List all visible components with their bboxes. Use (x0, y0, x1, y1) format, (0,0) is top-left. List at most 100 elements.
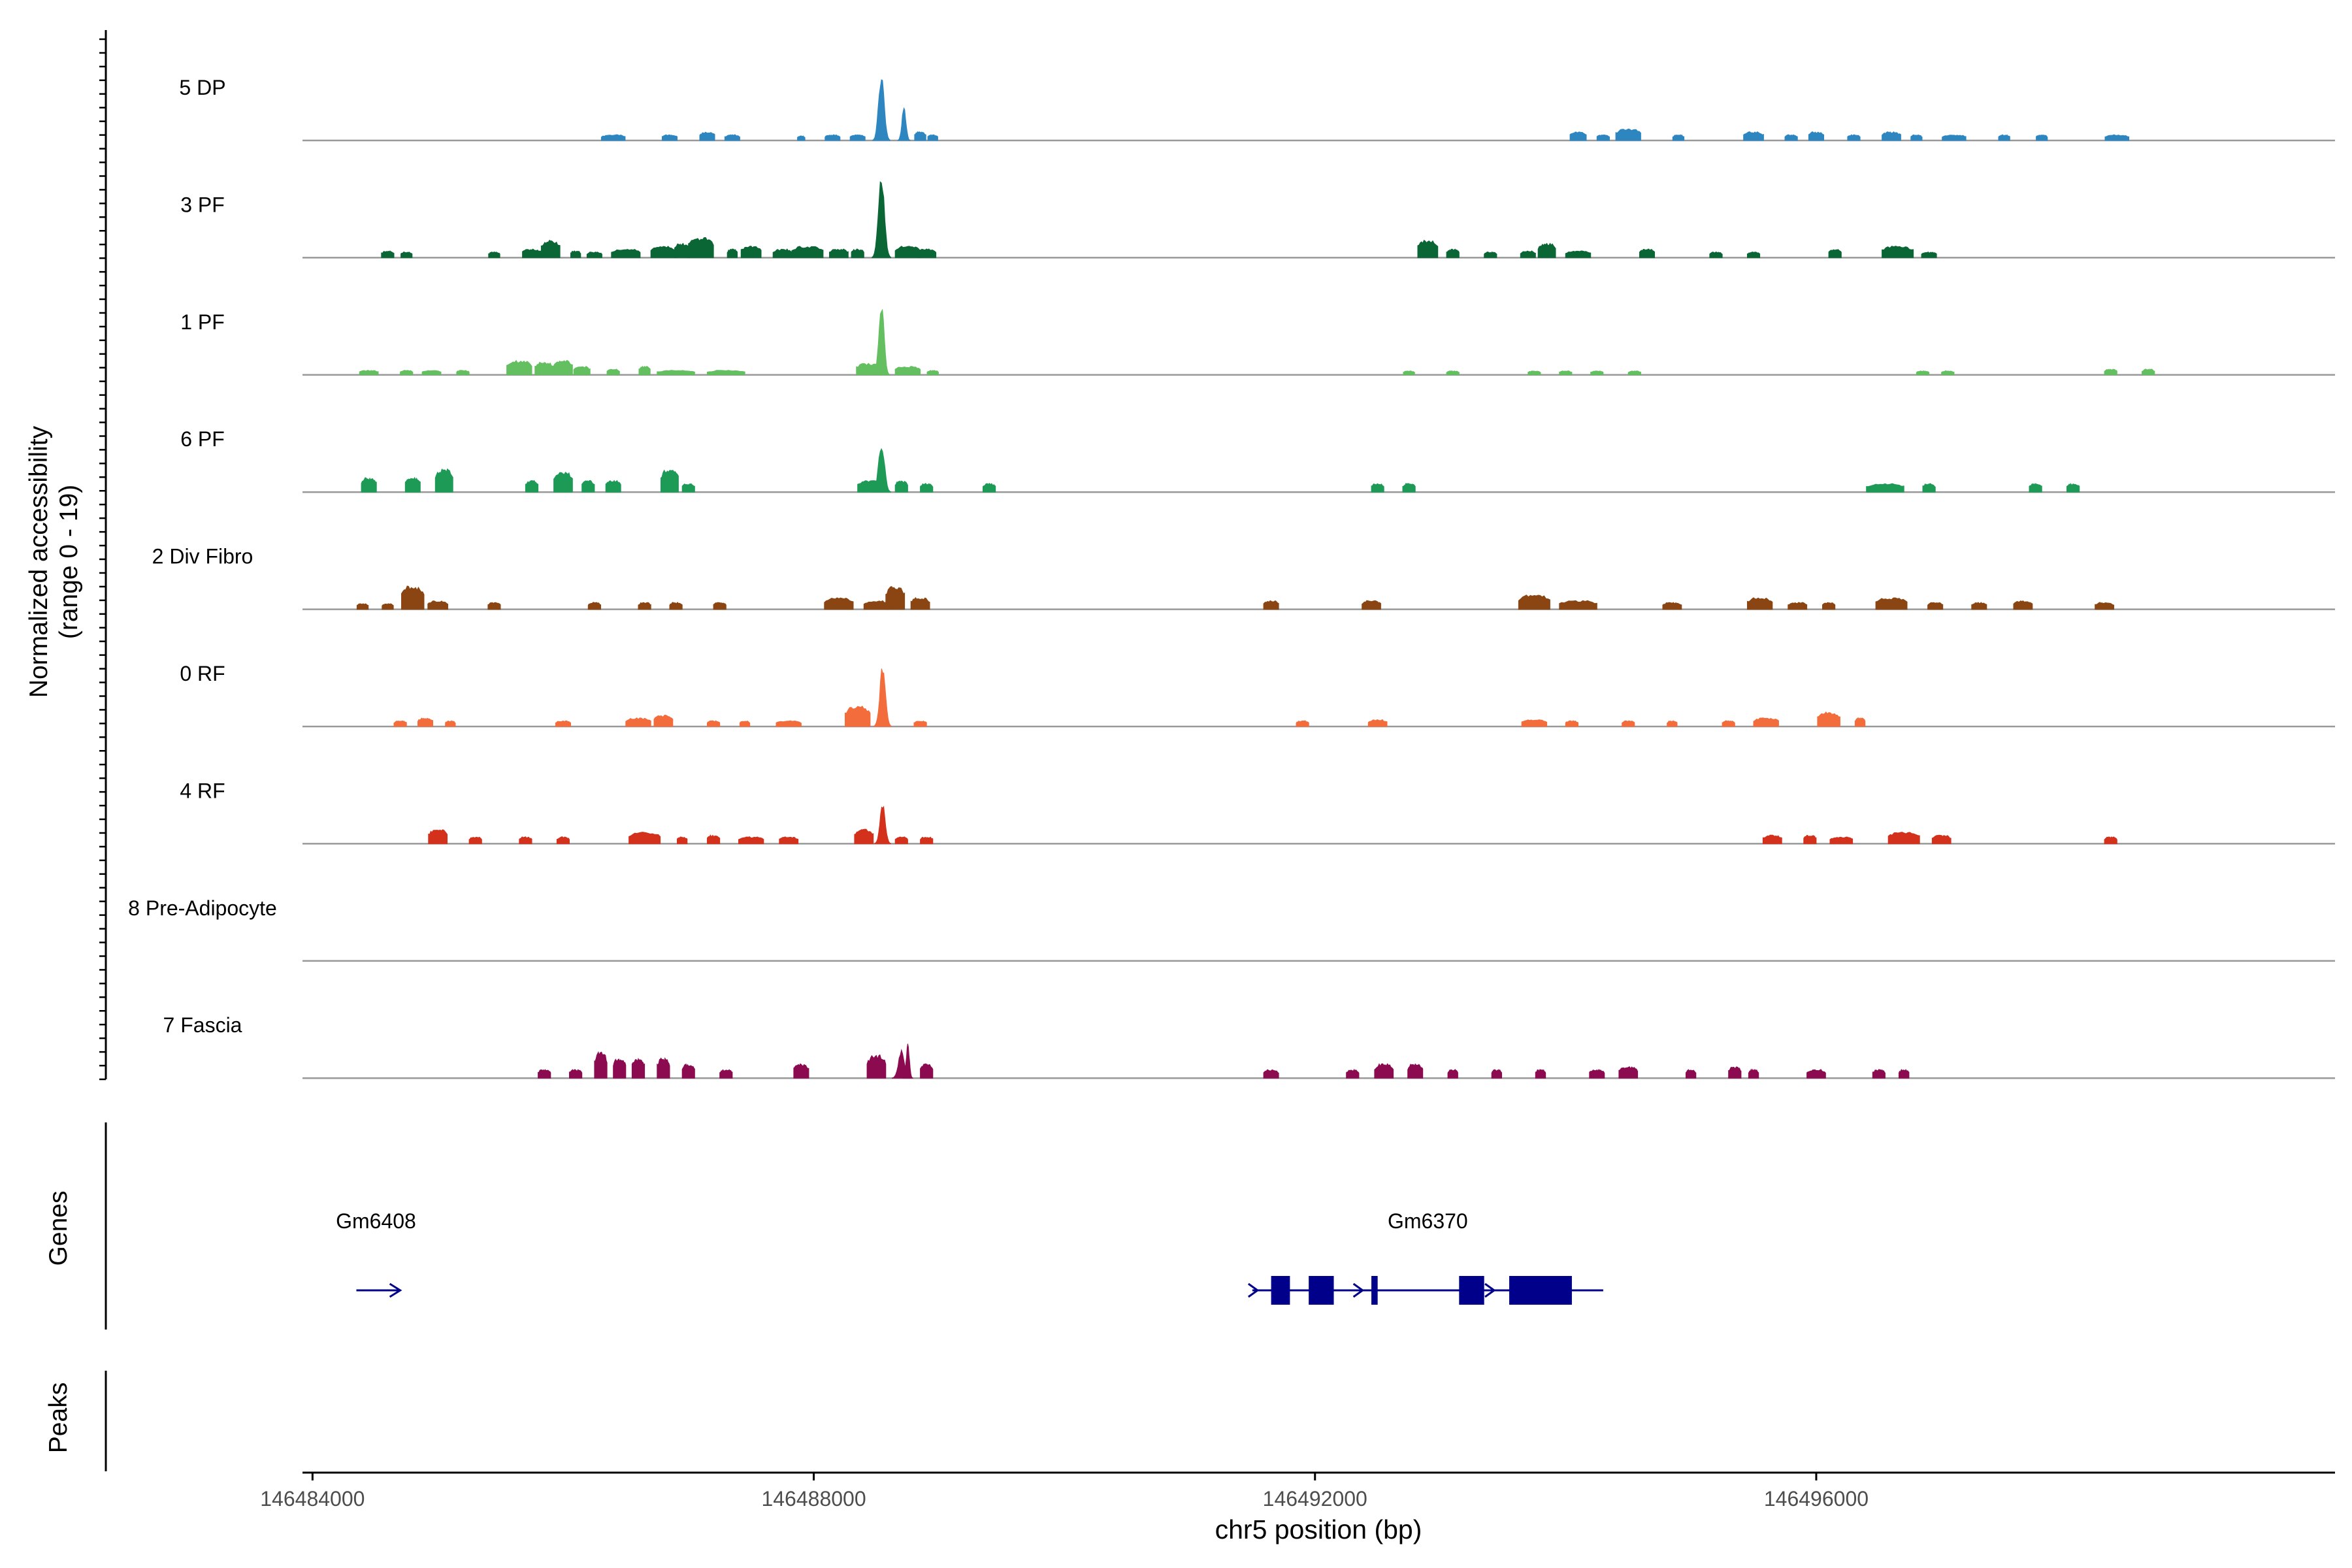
coverage-peak (400, 370, 414, 376)
coverage-peak (1618, 1066, 1639, 1079)
coverage-peak (1367, 719, 1388, 727)
coverage-peak (393, 720, 407, 727)
coverage-peak (1828, 249, 1842, 258)
coverage-peak (519, 836, 532, 844)
gene-gm6370: Gm6370 (1247, 1209, 1603, 1305)
coverage-peak (638, 365, 651, 376)
coverage-peak (1743, 131, 1764, 141)
coverage-peak (361, 477, 377, 493)
x-tick-label: 146492000 (1263, 1487, 1367, 1511)
coverage-peak (606, 368, 620, 376)
coverage-peak (427, 600, 448, 610)
coverage-peak (874, 806, 891, 844)
coverage-peak (1882, 131, 1901, 141)
coverage-peak (681, 483, 695, 493)
coverage-peak (553, 360, 573, 376)
coverage-peak (1662, 602, 1682, 610)
coverage-peak (740, 246, 762, 258)
coverage-peak (569, 1069, 583, 1079)
coverage-peak (849, 134, 866, 141)
coverage-peak (1709, 251, 1723, 258)
coverage-peak (594, 1051, 608, 1079)
coverage-peak (926, 370, 939, 376)
track-label: 3 PF (180, 193, 225, 216)
coverage-peak (910, 596, 930, 610)
coverage-peak (1808, 131, 1824, 141)
coverage-peak (927, 134, 938, 141)
coverage-peak (1806, 1069, 1826, 1079)
coverage-peak (570, 250, 581, 258)
coverage-peak (1722, 720, 1735, 727)
coverage-peak (1263, 1069, 1279, 1079)
coverage-peak (631, 1057, 645, 1079)
y-axis-title-line1: Normalized accessibility (25, 425, 53, 698)
track-1-pf: 1 PF (180, 308, 2335, 376)
coverage-peak (1998, 134, 2010, 141)
coverage-peak (2013, 600, 2033, 610)
coverage-peak (382, 603, 394, 610)
coverage-peak (1872, 1069, 1886, 1079)
coverage-peak (1854, 717, 1866, 727)
coverage-peak (1728, 1066, 1742, 1079)
x-tick-label: 146496000 (1764, 1487, 1869, 1511)
coverage-peak (894, 246, 921, 258)
coverage-peak (638, 602, 651, 610)
coverage-peak (1263, 600, 1279, 610)
coverage-peak (713, 602, 727, 610)
coverage-peak (1402, 483, 1416, 493)
coverage-peak (1417, 239, 1439, 258)
coverage-peak (1559, 600, 1597, 610)
coverage-peak (359, 370, 379, 376)
coverage-peak (707, 720, 721, 727)
coverage-peak (825, 134, 841, 141)
strand-arrow (389, 1282, 402, 1298)
track-0-rf: 0 RF (180, 662, 2335, 728)
coverage-peak (1403, 370, 1415, 376)
track-label: 6 PF (180, 427, 225, 451)
coverage-peak (1627, 370, 1641, 376)
gene-exon (1509, 1276, 1572, 1305)
coverage-peak (1829, 836, 1854, 844)
coverage-peak (727, 248, 738, 258)
coverage-peak (724, 134, 740, 141)
strand-arrow (1484, 1282, 1496, 1298)
coverage-peak (1672, 134, 1685, 141)
coverage-peak (699, 131, 715, 141)
coverage-peak (2036, 135, 2048, 141)
gene-exon (1459, 1276, 1484, 1305)
coverage-peak (863, 600, 890, 610)
coverage-peak (553, 472, 573, 493)
coverage-peak (1784, 134, 1798, 141)
coverage-peak (1407, 1063, 1424, 1079)
coverage-peak (1803, 834, 1817, 844)
coverage-peak (1748, 1068, 1759, 1079)
coverage-peak (1615, 128, 1641, 141)
coverage-peak (1922, 483, 1936, 493)
coverage-peak (428, 829, 448, 844)
coverage-peak (1875, 597, 1908, 610)
coverage-peak (1866, 483, 1904, 493)
coverage-peak (1822, 602, 1836, 610)
coverage-peak (866, 1054, 887, 1079)
coverage-peak (573, 366, 591, 376)
coverage-peak (1747, 597, 1773, 610)
coverage-peak (677, 836, 688, 844)
coverage-peak (1537, 242, 1556, 258)
coverage-peak (874, 668, 892, 727)
strand-arrow (1247, 1282, 1260, 1298)
coverage-peak (2066, 483, 2080, 493)
coverage-peak (538, 1069, 551, 1079)
coverage-peak (456, 370, 470, 376)
coverage-peak (662, 134, 678, 141)
coverage-peak (983, 483, 996, 493)
coverage-peak (674, 242, 691, 258)
coverage-peak (556, 836, 570, 844)
coverage-peak (653, 714, 674, 727)
coverage-peak (913, 720, 927, 727)
coverage-peak (1374, 1063, 1394, 1079)
coverage-peak (797, 135, 806, 141)
coverage-peak (587, 602, 601, 610)
coverage-peak (1971, 602, 1987, 610)
coverage-peak (1569, 131, 1587, 141)
coverage-peak (613, 1058, 627, 1079)
